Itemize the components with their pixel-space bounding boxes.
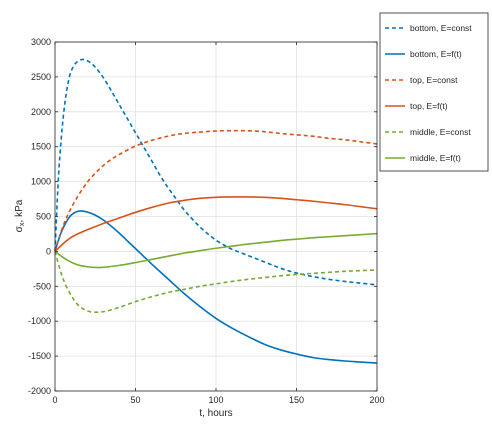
x-tick-label: 100 [208,395,223,405]
legend-entry: middle, E=const [410,127,471,137]
y-axis-label: σx, kPa [14,199,26,232]
x-axis-label: t, hours [199,408,232,419]
y-tick-label: -500 [33,281,51,291]
series-line-4 [54,251,378,313]
y-tick-label: 1000 [31,177,51,187]
x-tick-label: 50 [130,395,140,405]
y-axis-label-unit: , kPa [14,199,25,222]
x-tick-label: 200 [369,395,384,405]
legend-entry: top, E=f(t) [410,101,448,111]
series-line-5 [54,232,378,269]
x-tick-label: 0 [52,395,57,405]
y-tick-label: -2000 [28,386,51,396]
legend-entry: middle, E=f(t) [410,153,461,163]
legend-entry: top, E=const [410,75,458,85]
grid [54,41,378,392]
legend-entry: bottom, E=const [410,23,472,33]
y-tick-label: -1500 [28,351,51,361]
y-tick-label: 2500 [31,72,51,82]
series-line-3 [54,196,378,252]
y-tick-label: 0 [46,246,51,256]
y-axis-label-symbol: σ [14,225,25,232]
y-tick-label: 3000 [31,37,51,47]
y-tick-label: -1000 [28,316,51,326]
series-group [54,58,378,364]
x-tick-label: 150 [289,395,304,405]
series-line-2 [54,129,378,252]
legend-box [379,12,489,172]
legend-entry: bottom, E=f(t) [410,49,462,59]
series-line-0 [54,58,378,286]
y-tick-label: 500 [36,212,51,222]
y-axis-label-subscript: x [17,222,26,226]
y-tick-label: 1500 [31,142,51,152]
legend: bottom, E=const bottom, E=f(t) top, E=cons… [379,12,489,172]
ticks: 0 50 100 150 200 -2000 -1500 -1000 -500 0 500 1000 1… [28,37,385,405]
y-tick-label: 2000 [31,107,51,117]
series-line-1 [54,210,378,364]
